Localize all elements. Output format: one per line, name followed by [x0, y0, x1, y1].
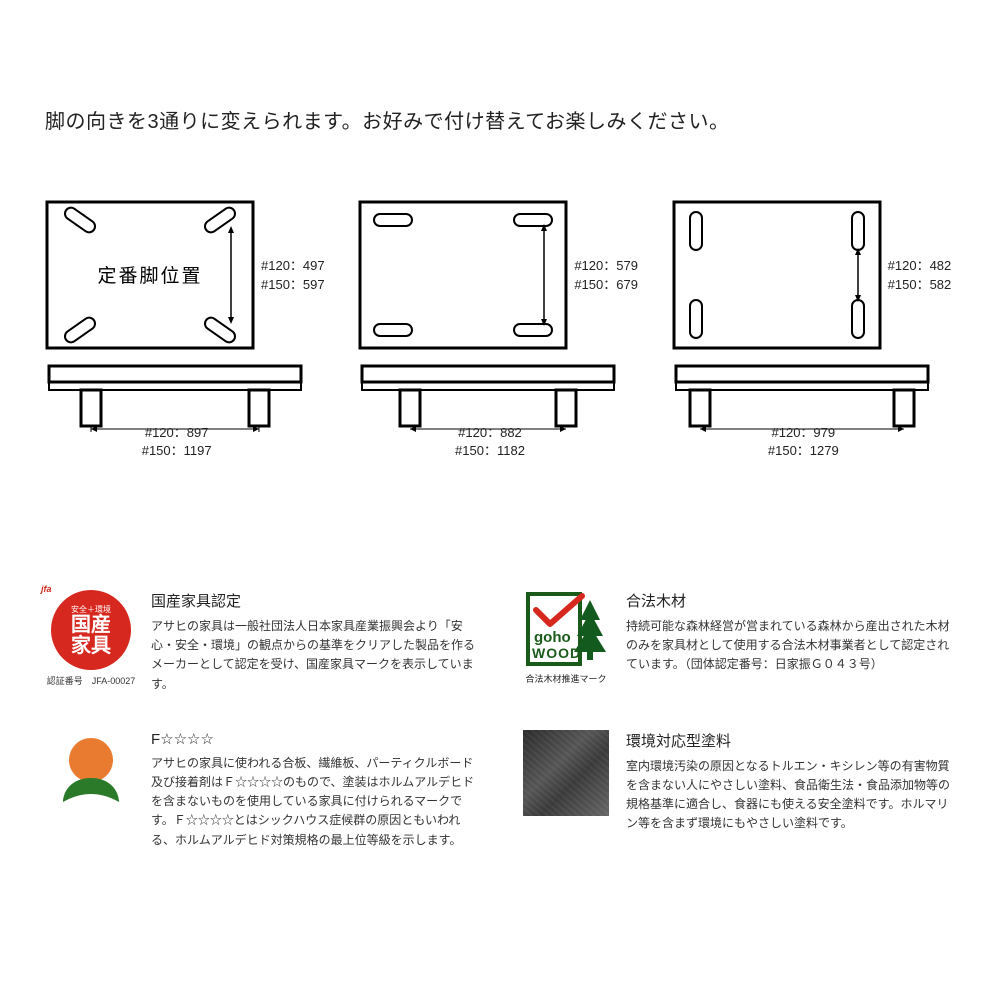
- side-dim-3a: #120：482: [888, 256, 952, 276]
- plan-view-2: [358, 200, 568, 350]
- goho-wood-icon: goho WOOD: [524, 590, 608, 670]
- kokusan-big2: 家具: [71, 636, 111, 657]
- paint-title: 環境対応型塗料: [626, 730, 955, 751]
- elevation-3: [672, 362, 932, 432]
- goho-text1: goho: [534, 629, 571, 646]
- plan-label-1: 定番脚位置: [97, 265, 202, 287]
- fstar-badge: [45, 730, 137, 810]
- jfa-label: jfa: [41, 584, 52, 594]
- elev-dim-3b: #150：1279: [652, 442, 955, 460]
- side-dim-3b: #150：582: [888, 275, 952, 295]
- diagram-col-1: 定番脚位置 #120：497 #150：597 #120：897 #150：11…: [45, 200, 328, 460]
- kokusan-certno: 認証番号 JFA-00027: [47, 674, 136, 687]
- diagrams-row: 定番脚位置 #120：497 #150：597 #120：897 #150：11…: [45, 200, 955, 460]
- plan-view-3: [672, 200, 882, 350]
- elev-dim-1a: #120：897: [25, 424, 328, 442]
- side-dims-3: #120：482 #150：582: [888, 256, 952, 295]
- goho-sub: 合法木材推進マーク: [525, 672, 606, 685]
- page-heading: 脚の向きを3通りに変えられます。お好みで付け替えてお楽しみください。: [45, 105, 730, 134]
- elev-dim-1b: #150：1197: [25, 442, 328, 460]
- goho-badge: goho WOOD 合法木材推進マーク: [520, 590, 612, 685]
- goho-text2: WOOD: [532, 645, 581, 661]
- kokusan-small: 安全＋環境: [71, 604, 111, 615]
- elevation-2: [358, 362, 618, 432]
- cert-fstar: F☆☆☆☆ アサヒの家具に使われる合板、繊維板、パーティクルボード及び接着剤はＦ…: [45, 730, 480, 850]
- kokusan-circle-icon: jfa 安全＋環境 国産 家具: [51, 590, 131, 670]
- cert-kokusan: jfa 安全＋環境 国産 家具 認証番号 JFA-00027 国産家具認定 アサ…: [45, 590, 480, 694]
- fstar-desc: アサヒの家具に使われる合板、繊維板、パーティクルボード及び接着剤はＦ☆☆☆☆のも…: [151, 754, 480, 850]
- elev-dims-2: #120：882 #150：1182: [338, 424, 641, 460]
- side-dim-1b: #150：597: [261, 275, 325, 295]
- kokusan-badge: jfa 安全＋環境 国産 家具 認証番号 JFA-00027: [45, 590, 137, 687]
- paint-desc: 室内環境汚染の原因となるトルエン・キシレン等の有害物質を含まない人にやさしい塗料…: [626, 757, 955, 834]
- cert-goho: goho WOOD 合法木材推進マーク 合法木材 持続可能な森林経営が営まれてい…: [520, 590, 955, 694]
- kokusan-big1: 国産: [71, 615, 111, 636]
- paint-badge: [520, 730, 612, 816]
- side-dims-2: #120：579 #150：679: [574, 256, 638, 295]
- kokusan-desc: アサヒの家具は一般社団法人日本家具産業振興会より「安心・安全・環境」の観点からの…: [151, 617, 480, 694]
- goho-desc: 持続可能な森林経営が営まれている森林から産出された木材のみを家具材として使用する…: [626, 617, 955, 675]
- plan-view-1: 定番脚位置: [45, 200, 255, 350]
- elev-dim-2a: #120：882: [338, 424, 641, 442]
- side-dim-2a: #120：579: [574, 256, 638, 276]
- elev-dims-3: #120：979 #150：1279: [652, 424, 955, 460]
- seedling-icon: [51, 730, 131, 810]
- side-dim-2b: #150：679: [574, 275, 638, 295]
- wood-grain-photo-icon: [523, 730, 609, 816]
- kokusan-title: 国産家具認定: [151, 590, 480, 611]
- diagram-col-2: #120：579 #150：679 #120：882 #150：1182: [358, 200, 641, 460]
- elev-dims-1: #120：897 #150：1197: [25, 424, 328, 460]
- elev-dim-2b: #150：1182: [338, 442, 641, 460]
- elev-dim-3a: #120：979: [652, 424, 955, 442]
- side-dims-1: #120：497 #150：597: [261, 256, 325, 295]
- side-dim-1a: #120：497: [261, 256, 325, 276]
- goho-title: 合法木材: [626, 590, 955, 611]
- cert-grid: jfa 安全＋環境 国産 家具 認証番号 JFA-00027 国産家具認定 アサ…: [45, 590, 955, 850]
- diagram-col-3: #120：482 #150：582 #120：979 #150：1279: [672, 200, 955, 460]
- cert-paint: 環境対応型塗料 室内環境汚染の原因となるトルエン・キシレン等の有害物質を含まない…: [520, 730, 955, 850]
- fstar-title: F☆☆☆☆: [151, 730, 480, 748]
- elevation-1: [45, 362, 305, 432]
